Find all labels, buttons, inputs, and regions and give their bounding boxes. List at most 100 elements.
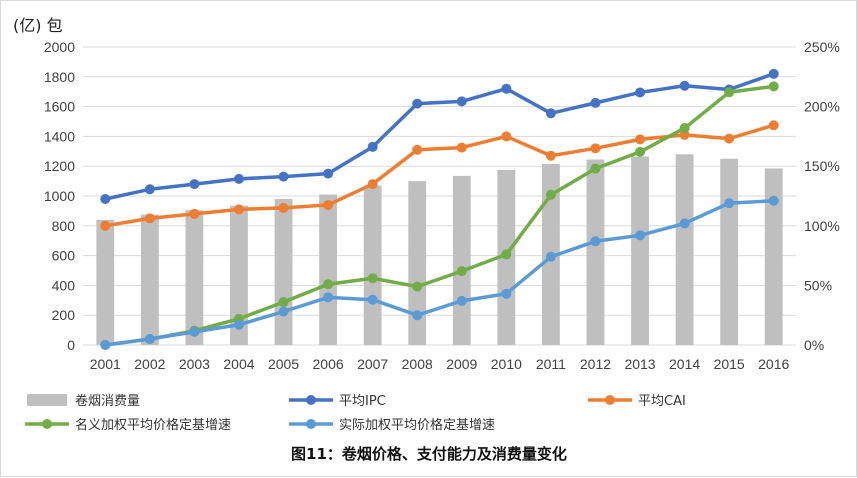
data-point <box>679 129 690 140</box>
data-point <box>323 292 334 303</box>
data-point <box>679 80 690 91</box>
y-right-tick-label: 250% <box>804 39 840 55</box>
axes: 0 200 400 600 800 1000 1200 1400 1600 1800 2000 0% 5… <box>44 39 840 372</box>
data-point <box>724 198 735 209</box>
data-point <box>501 288 512 299</box>
y-right-tick-label: 0% <box>804 337 824 353</box>
legend: 卷烟消费量 平均IPC 平均CAI 名义加权平均价格定基增速 实际加权平均价格定基增速 <box>25 393 686 433</box>
data-point <box>278 171 289 182</box>
data-point <box>144 184 155 195</box>
data-point <box>412 281 423 292</box>
legend-label: 平均IPC <box>339 394 386 409</box>
x-tick-label: 2009 <box>446 356 477 372</box>
data-point <box>545 189 556 200</box>
data-point <box>545 108 556 119</box>
x-tick-label: 2006 <box>313 356 344 372</box>
bar-series <box>96 154 783 345</box>
data-point <box>278 297 289 308</box>
data-point <box>278 202 289 213</box>
data-point <box>412 310 423 321</box>
data-point <box>768 120 779 131</box>
bar <box>140 214 159 345</box>
bar <box>230 205 248 345</box>
data-point <box>100 340 111 350</box>
y-left-tick-label: 200 <box>52 307 76 323</box>
data-point <box>724 133 735 144</box>
x-tick-label: 2011 <box>536 356 566 372</box>
bar <box>586 159 605 345</box>
data-point <box>323 279 334 290</box>
y-left-tick-label: 1200 <box>44 158 75 174</box>
x-tick-label: 2007 <box>357 356 388 372</box>
series-line <box>104 72 775 201</box>
data-point <box>501 83 512 94</box>
data-point <box>501 249 512 260</box>
legend-swatch <box>27 394 67 406</box>
data-point <box>724 87 735 98</box>
y-right-tick-label: 50% <box>804 277 832 293</box>
y-right-tick-label: 150% <box>804 158 840 174</box>
data-point <box>501 131 512 142</box>
chart-title: 图11：卷烟价格、支付能力及消费量变化 <box>291 445 567 463</box>
y-left-tick-label: 1600 <box>44 99 75 115</box>
data-point <box>590 236 601 247</box>
bar <box>363 185 382 345</box>
bar <box>274 198 293 345</box>
data-point <box>323 199 334 210</box>
data-point <box>323 168 334 179</box>
data-point <box>367 294 378 305</box>
data-point <box>768 81 779 92</box>
y-right-tick-label: 200% <box>804 99 840 115</box>
x-tick-label: 2016 <box>758 356 789 372</box>
x-tick-label: 2010 <box>491 356 522 372</box>
data-point <box>456 295 467 306</box>
data-point <box>100 193 111 204</box>
x-tick-label: 2003 <box>179 356 210 372</box>
y-left-tick-label: 800 <box>52 218 76 234</box>
data-point <box>367 179 378 190</box>
data-point <box>412 144 423 155</box>
data-point <box>635 230 646 241</box>
bar <box>319 194 338 345</box>
data-point <box>545 251 556 262</box>
legend-marker <box>605 395 615 405</box>
data-point <box>189 208 200 219</box>
data-point <box>768 68 779 79</box>
x-tick-label: 2015 <box>714 356 745 372</box>
data-point <box>590 143 601 154</box>
x-tick-label: 2013 <box>624 356 655 372</box>
data-point <box>233 319 244 330</box>
series-line <box>105 84 774 347</box>
bar <box>96 219 115 345</box>
bar <box>675 154 694 345</box>
data-point <box>635 146 646 157</box>
data-point <box>590 97 601 108</box>
x-tick-label: 2005 <box>268 356 299 372</box>
data-point <box>233 204 244 215</box>
bar <box>452 175 471 345</box>
y-left-tick-label: 1400 <box>44 128 75 144</box>
x-tick-label: 2004 <box>223 356 254 372</box>
bar <box>185 210 204 345</box>
bar <box>764 168 783 345</box>
data-point <box>456 142 467 153</box>
data-point <box>635 134 646 145</box>
x-tick-label: 2012 <box>580 356 611 372</box>
y-left-tick-label: 0 <box>67 337 75 353</box>
data-point <box>590 163 601 174</box>
legend-label: 名义加权平均价格定基增速 <box>75 417 231 433</box>
series-line <box>104 123 775 228</box>
legend-marker <box>306 395 316 405</box>
data-point <box>100 220 111 231</box>
x-tick-label: 2002 <box>134 356 165 372</box>
data-point <box>189 179 200 190</box>
data-point <box>367 273 378 284</box>
bar <box>408 181 427 345</box>
y-left-tick-label: 2000 <box>44 39 75 55</box>
series-line <box>105 199 774 347</box>
y-right-tick-label: 100% <box>804 218 840 234</box>
y-left-tick-label: 1000 <box>44 188 75 204</box>
y-left-tick-label: 400 <box>52 277 76 293</box>
